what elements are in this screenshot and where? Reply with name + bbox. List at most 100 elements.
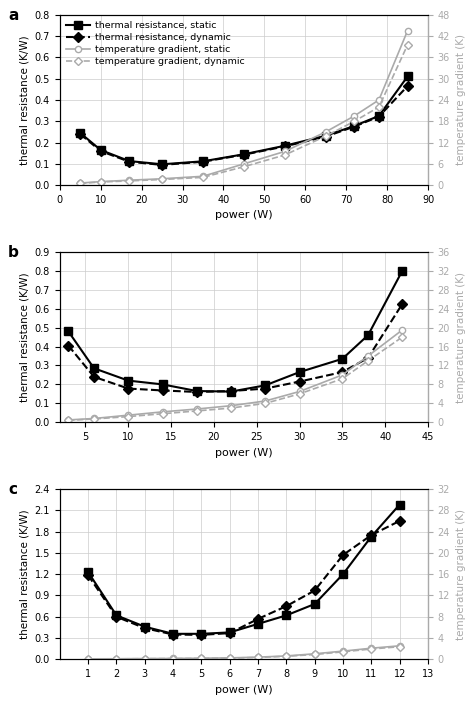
temperature gradient, static: [339, 370, 345, 379]
temperature gradient, dynamic: [255, 653, 261, 662]
thermal resistance, static: [297, 368, 302, 376]
thermal resistance, dynamic: [199, 631, 204, 639]
thermal resistance, dynamic: [126, 385, 131, 393]
temperature gradient, static: [241, 160, 247, 168]
thermal resistance, dynamic: [263, 385, 268, 393]
thermal resistance, dynamic: [228, 387, 234, 395]
thermal resistance, static: [405, 72, 410, 81]
thermal resistance, dynamic: [170, 631, 176, 639]
temperature gradient, dynamic: [405, 41, 410, 49]
Text: b: b: [8, 245, 19, 260]
thermal resistance, static: [397, 501, 402, 509]
temperature gradient, static: [405, 27, 410, 35]
Legend: thermal resistance, static, thermal resistance, dynamic, temperature gradient, s: thermal resistance, static, thermal resi…: [64, 20, 246, 67]
thermal resistance, static: [199, 630, 204, 638]
thermal resistance, static: [142, 622, 147, 631]
thermal resistance, static: [200, 157, 206, 165]
thermal resistance, dynamic: [194, 388, 200, 396]
thermal resistance, static: [65, 327, 71, 335]
thermal resistance, static: [312, 600, 318, 608]
Line: thermal resistance, dynamic: thermal resistance, dynamic: [76, 82, 411, 169]
thermal resistance, static: [376, 112, 382, 120]
thermal resistance, static: [241, 150, 247, 158]
temperature gradient, dynamic: [376, 103, 382, 111]
thermal resistance, dynamic: [352, 122, 357, 131]
thermal resistance, static: [91, 364, 97, 373]
thermal resistance, dynamic: [312, 586, 318, 595]
temperature gradient, dynamic: [126, 413, 131, 421]
thermal resistance, dynamic: [282, 142, 288, 150]
temperature gradient, static: [114, 654, 119, 663]
thermal resistance, static: [98, 146, 103, 154]
thermal resistance, dynamic: [297, 378, 302, 386]
thermal resistance, dynamic: [283, 602, 289, 610]
thermal resistance, dynamic: [397, 517, 402, 525]
Y-axis label: thermal resistance (K/W): thermal resistance (K/W): [19, 272, 29, 402]
thermal resistance, dynamic: [114, 612, 119, 621]
thermal resistance, static: [170, 630, 176, 638]
temperature gradient, dynamic: [263, 399, 268, 408]
Line: temperature gradient, static: temperature gradient, static: [77, 27, 410, 186]
thermal resistance, static: [77, 129, 83, 137]
temperature gradient, static: [142, 654, 147, 663]
temperature gradient, static: [227, 654, 233, 662]
Y-axis label: thermal resistance (K/W): thermal resistance (K/W): [19, 35, 29, 165]
temperature gradient, dynamic: [160, 410, 165, 418]
thermal resistance, dynamic: [400, 299, 405, 308]
Line: temperature gradient, static: temperature gradient, static: [65, 327, 405, 423]
thermal resistance, dynamic: [368, 531, 374, 539]
temperature gradient, static: [312, 650, 318, 658]
Y-axis label: thermal resistance (K/W): thermal resistance (K/W): [19, 510, 29, 639]
thermal resistance, static: [255, 619, 261, 628]
temperature gradient, static: [340, 647, 346, 655]
temperature gradient, static: [160, 408, 165, 416]
thermal resistance, dynamic: [98, 147, 103, 155]
thermal resistance, dynamic: [142, 624, 147, 633]
temperature gradient, static: [127, 176, 132, 184]
Y-axis label: temperature gradient (K): temperature gradient (K): [456, 271, 465, 403]
temperature gradient, dynamic: [98, 178, 103, 186]
thermal resistance, dynamic: [339, 368, 345, 376]
temperature gradient, static: [297, 387, 302, 396]
Line: temperature gradient, static: temperature gradient, static: [85, 643, 403, 662]
Line: temperature gradient, dynamic: temperature gradient, dynamic: [77, 41, 410, 186]
thermal resistance, static: [126, 376, 131, 385]
temperature gradient, static: [323, 128, 328, 136]
thermal resistance, dynamic: [255, 614, 261, 623]
Line: thermal resistance, dynamic: thermal resistance, dynamic: [64, 300, 406, 396]
temperature gradient, dynamic: [159, 175, 165, 183]
temperature gradient, dynamic: [340, 647, 346, 656]
X-axis label: power (W): power (W): [215, 210, 273, 221]
thermal resistance, static: [400, 266, 405, 275]
Line: thermal resistance, static: thermal resistance, static: [64, 267, 406, 395]
temperature gradient, dynamic: [127, 176, 132, 185]
temperature gradient, static: [170, 654, 176, 663]
temperature gradient, dynamic: [365, 356, 371, 365]
temperature gradient, dynamic: [194, 407, 200, 415]
temperature gradient, dynamic: [114, 654, 119, 663]
thermal resistance, dynamic: [85, 571, 91, 579]
thermal resistance, dynamic: [323, 132, 328, 141]
thermal resistance, static: [368, 532, 374, 541]
temperature gradient, static: [376, 96, 382, 104]
temperature gradient, dynamic: [199, 654, 204, 663]
thermal resistance, static: [127, 157, 132, 165]
temperature gradient, dynamic: [91, 415, 97, 423]
Line: temperature gradient, dynamic: temperature gradient, dynamic: [85, 643, 403, 662]
Line: thermal resistance, dynamic: thermal resistance, dynamic: [84, 517, 403, 639]
Text: a: a: [8, 8, 18, 23]
temperature gradient, dynamic: [77, 179, 83, 188]
thermal resistance, dynamic: [340, 550, 346, 559]
temperature gradient, dynamic: [297, 389, 302, 398]
thermal resistance, dynamic: [376, 112, 382, 121]
temperature gradient, static: [263, 396, 268, 405]
temperature gradient, dynamic: [142, 654, 147, 663]
thermal resistance, dynamic: [200, 157, 206, 166]
thermal resistance, static: [263, 381, 268, 389]
temperature gradient, static: [98, 177, 103, 186]
temperature gradient, static: [199, 654, 204, 662]
temperature gradient, dynamic: [400, 333, 405, 341]
temperature gradient, static: [400, 325, 405, 334]
temperature gradient, static: [368, 644, 374, 652]
temperature gradient, dynamic: [200, 173, 206, 181]
